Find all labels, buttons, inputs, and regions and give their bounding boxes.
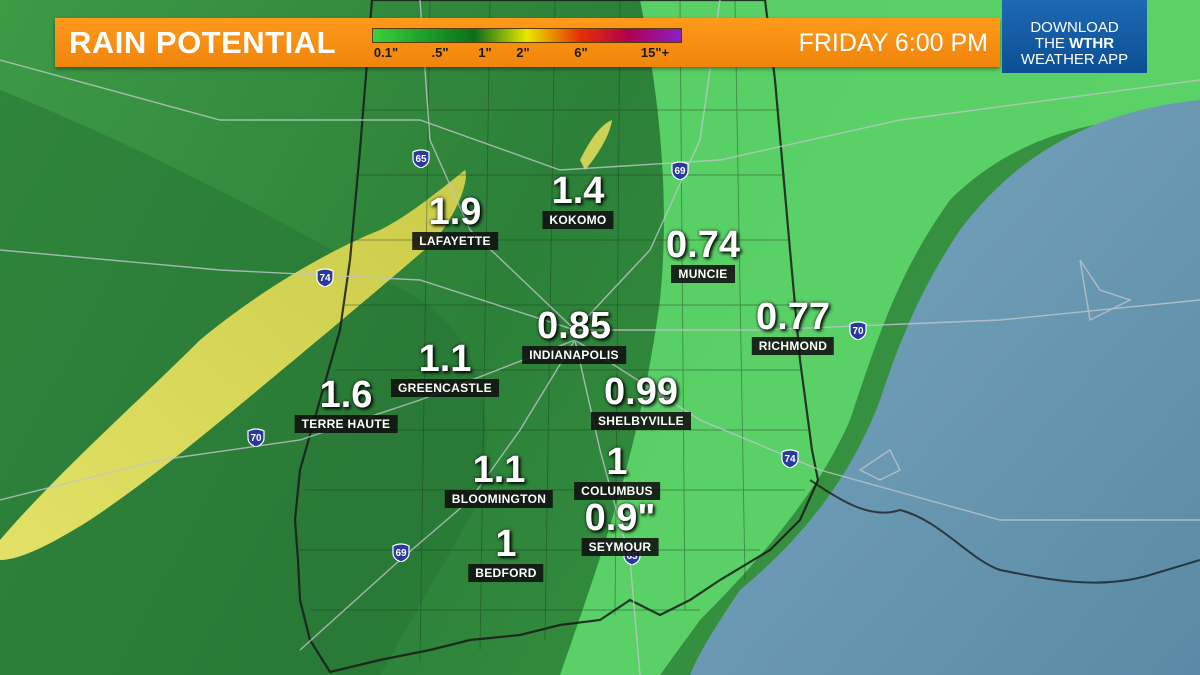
no-rain-area <box>690 100 1200 675</box>
svg-text:70: 70 <box>852 326 864 337</box>
svg-text:69: 69 <box>395 548 407 559</box>
city-name: INDIANAPOLIS <box>522 346 626 364</box>
city-name: SEYMOUR <box>581 538 659 556</box>
city-name: LAFAYETTE <box>412 232 498 250</box>
rain-total: 1.1 <box>418 338 472 380</box>
city-richmond: 0.77 RICHMOND <box>751 296 835 355</box>
city-kokomo: 1.4 KOKOMO <box>542 170 614 229</box>
city-greencastle: 1.1 GREENCASTLE <box>391 340 499 397</box>
interstate-shield-icon: 70 <box>849 321 867 340</box>
interstate-shield-icon: 74 <box>781 449 799 468</box>
city-name: RICHMOND <box>751 337 835 355</box>
interstate-shield-icon: 74 <box>316 268 334 287</box>
scale-label: 1" <box>478 45 492 60</box>
scale-label: .5" <box>431 45 449 60</box>
city-name: SHELBYVILLE <box>591 412 691 430</box>
rain-total: 1.6 <box>319 374 373 416</box>
rain-total: 1.9 <box>428 191 482 233</box>
header-bar: RAIN POTENTIAL 0.1" .5" 1" 2" 6" 15"+ FR… <box>55 18 1000 67</box>
city-terre-haute: 1.6 TERRE HAUTE <box>294 374 398 433</box>
city-seymour: 0.9" SEYMOUR <box>581 497 659 556</box>
interstate-shield-icon: 69 <box>392 543 410 562</box>
scale-label: 2" <box>516 45 530 60</box>
indiana-border <box>293 0 820 674</box>
city-muncie: 0.74 MUNCIE <box>666 226 740 283</box>
rain-total: 0.99 <box>604 371 678 413</box>
city-name: COLUMBUS <box>574 482 660 500</box>
svg-text:74: 74 <box>319 273 331 284</box>
rain-total: 0.85 <box>537 305 611 347</box>
rain-total: 1 <box>606 441 628 483</box>
interstate-shield-icon: 65 <box>412 149 430 168</box>
svg-text:65: 65 <box>626 551 638 562</box>
promo-line-1: DOWNLOAD <box>1030 19 1119 36</box>
rain-total: 1 <box>495 523 517 565</box>
heavy-rain-streak-north <box>580 120 612 170</box>
interstate-shield-icon: 69 <box>671 161 689 180</box>
svg-text:69: 69 <box>674 166 686 177</box>
city-shelbyville: 0.99 SHELBYVILLE <box>591 373 691 430</box>
scale-label: 0.1" <box>373 45 399 60</box>
city-bloomington: 1.1 BLOOMINGTON <box>444 449 554 508</box>
city-name: TERRE HAUTE <box>294 415 398 433</box>
scale-label: 6" <box>574 45 588 60</box>
city-lafayette: 1.9 LAFAYETTE <box>412 193 498 250</box>
city-name: MUNCIE <box>671 265 735 283</box>
interstate-shield-icon: 70 <box>247 428 265 447</box>
city-bedford: 1 BEDFORD <box>468 523 544 582</box>
ohio-river <box>809 479 1200 584</box>
forecast-time: FRIDAY 6:00 PM <box>798 29 988 57</box>
city-indianapolis: 0.85 INDIANAPOLIS <box>522 307 626 364</box>
rain-total: 1.1 <box>472 449 526 491</box>
scale-label: 15"+ <box>640 45 670 60</box>
rain-total: 0.74 <box>666 224 740 266</box>
svg-text:74: 74 <box>784 454 796 465</box>
light-rain-area <box>560 0 1200 675</box>
promo-line-2: THE WTHR <box>1034 35 1115 52</box>
rain-total: 0.9" <box>584 497 656 539</box>
city-columbus: 1 COLUMBUS <box>574 443 660 500</box>
svg-text:65: 65 <box>415 154 427 165</box>
page-title: RAIN POTENTIAL <box>69 25 337 60</box>
download-app-promo[interactable]: DOWNLOAD THE WTHR WEATHER APP <box>1002 0 1147 73</box>
city-name: BEDFORD <box>468 564 544 582</box>
county-lines <box>300 0 808 661</box>
rain-scale-legend <box>372 28 682 43</box>
city-name: KOKOMO <box>542 211 614 229</box>
promo-line-3: WEATHER APP <box>1020 51 1129 68</box>
rain-total: 0.77 <box>756 296 830 338</box>
city-name: GREENCASTLE <box>391 379 499 397</box>
city-name: BLOOMINGTON <box>444 490 554 508</box>
rain-total: 1.4 <box>551 170 605 212</box>
svg-text:70: 70 <box>250 433 262 444</box>
